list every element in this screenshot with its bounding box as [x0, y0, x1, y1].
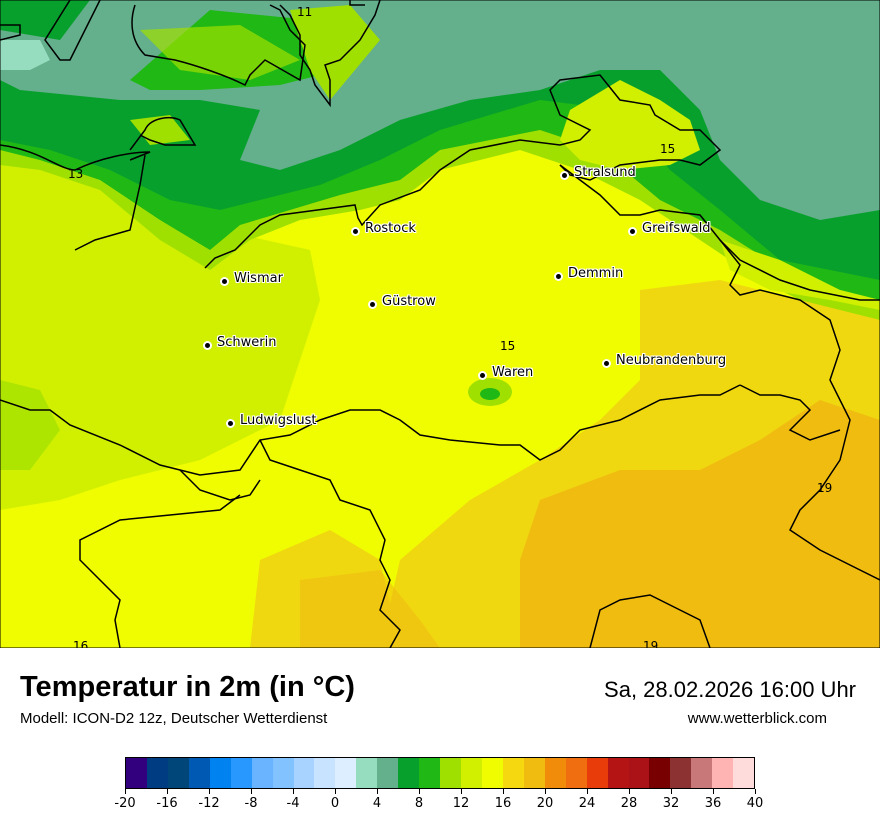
colorbar-swatch	[481, 758, 503, 788]
colorbar-tick-label: -12	[198, 796, 220, 811]
city-marker-icon	[370, 302, 375, 307]
city-label: Neubrandenburg	[616, 353, 727, 368]
colorbar-tick-label: -20	[114, 796, 136, 811]
colorbar-swatch	[586, 758, 608, 788]
city-label: Schwerin	[217, 335, 277, 350]
colorbar-swatch	[314, 758, 336, 788]
colorbar-swatch	[356, 758, 378, 788]
colorbar-tick	[166, 789, 168, 794]
city-marker-icon	[480, 373, 485, 378]
colorbar-tick	[502, 789, 504, 794]
city-label: Waren	[492, 365, 534, 380]
contour-label: 19	[643, 639, 659, 648]
colorbar-tick-label: 16	[494, 796, 512, 811]
colorbar-tick-label: 32	[662, 796, 680, 811]
colorbar-tick	[628, 789, 630, 794]
colorbar-tick-label: 12	[452, 796, 470, 811]
city-marker-icon	[556, 274, 561, 279]
colorbar-tick	[586, 789, 588, 794]
city-marker-icon	[353, 229, 358, 234]
colorbar-swatch	[565, 758, 587, 788]
city-marker-icon	[222, 279, 227, 284]
colorbar-swatch	[691, 758, 713, 788]
colorbar-tick-label: 8	[414, 796, 424, 811]
colorbar-swatch	[712, 758, 734, 788]
city-marker-icon	[228, 421, 233, 426]
colorbar-swatch	[419, 758, 441, 788]
colorbar-swatch	[670, 758, 692, 788]
colorbar-tick	[250, 789, 252, 794]
city-label: Wismar	[234, 271, 283, 286]
colorbar-swatch	[167, 758, 189, 788]
colorbar-tick	[460, 789, 462, 794]
colorbar-swatch	[293, 758, 315, 788]
city-label: Rostock	[365, 221, 416, 236]
colorbar-tick-label: 20	[536, 796, 554, 811]
colorbar-swatch	[649, 758, 671, 788]
colorbar-tick-label: 0	[330, 796, 340, 811]
city-marker-icon	[205, 343, 210, 348]
colorbar-tick	[124, 789, 126, 794]
colorbar-swatch	[209, 758, 231, 788]
colorbar-swatch	[377, 758, 399, 788]
colorbar-tick	[670, 789, 672, 794]
city-label: Güstrow	[382, 294, 436, 309]
chart-title: Temperatur in 2m (in °C)	[20, 671, 355, 703]
colorbar-swatch	[502, 758, 524, 788]
colorbar-tick-label: 24	[578, 796, 596, 811]
colorbar-tick	[208, 789, 210, 794]
model-info: Modell: ICON-D2 12z, Deutscher Wetterdie…	[20, 710, 328, 727]
temperature-field	[0, 0, 880, 648]
city-label: Stralsund	[574, 165, 636, 180]
colorbar-tick-label: 36	[704, 796, 722, 811]
colorbar-tick-label: -16	[156, 796, 178, 811]
colorbar-swatch	[733, 758, 755, 788]
city-label: Demmin	[568, 266, 624, 281]
colorbar-swatch	[272, 758, 294, 788]
colorbar-swatch	[230, 758, 252, 788]
forecast-datetime: Sa, 28.02.2026 16:00 Uhr	[604, 677, 856, 702]
colorbar-tick	[418, 789, 420, 794]
colorbar-tick	[334, 789, 336, 794]
colorbar-tick	[292, 789, 294, 794]
colorbar-tick-label: 28	[620, 796, 638, 811]
contour-label: 13	[68, 167, 84, 181]
website-link[interactable]: www.wetterblick.com	[687, 710, 827, 727]
colorbar-swatch	[335, 758, 357, 788]
colorbar-tick-label: -8	[244, 796, 258, 811]
colorbar-tick-label: 40	[746, 796, 764, 811]
city-label: Greifswald	[642, 221, 711, 236]
colorbar-swatch	[628, 758, 650, 788]
colorbar-tick	[376, 789, 378, 794]
colorbar-tick	[712, 789, 714, 794]
colorbar-swatch	[440, 758, 461, 788]
temperature-map: 11 13 15 15 19 16 19 Stralsund Rostock G…	[0, 0, 880, 648]
contour-label: 16	[73, 639, 89, 648]
colorbar-swatch	[188, 758, 210, 788]
contour-label: 19	[817, 481, 833, 495]
colorbar-swatch	[126, 758, 147, 788]
colorbar-swatch	[461, 758, 482, 788]
city-label: Ludwigslust	[240, 413, 317, 428]
contour-label: 15	[660, 142, 676, 156]
colorbar-swatch	[398, 758, 420, 788]
colorbar-swatch	[251, 758, 273, 788]
contour-label: 15	[500, 339, 516, 353]
colorbar	[125, 757, 755, 789]
colorbar-tick	[544, 789, 546, 794]
colorbar-ticks: -20 -16 -12 -8 -4 0 4 8 12 16 20 24 28 32 36 40	[114, 789, 763, 819]
colorbar-swatch	[146, 758, 168, 788]
colorbar-swatch	[523, 758, 545, 788]
colorbar-swatch	[607, 758, 629, 788]
contour-label: 11	[297, 5, 313, 19]
colorbar-tick-label: 4	[372, 796, 382, 811]
city-marker-icon	[630, 229, 635, 234]
city-marker-icon	[562, 173, 567, 178]
colorbar-tick	[754, 789, 756, 794]
colorbar-tick-label: -4	[286, 796, 300, 811]
colorbar-swatch	[544, 758, 566, 788]
city-marker-icon	[604, 361, 609, 366]
